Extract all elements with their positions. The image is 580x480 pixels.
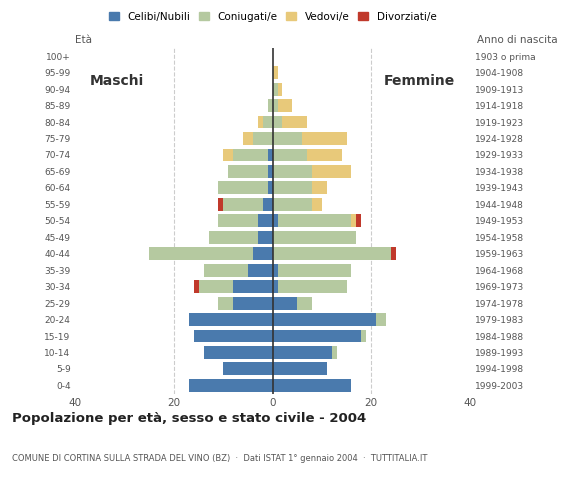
Bar: [278, 280, 347, 293]
Bar: [273, 215, 278, 227]
Bar: [194, 280, 198, 293]
Bar: [233, 297, 273, 310]
Bar: [278, 99, 292, 112]
Bar: [273, 247, 391, 260]
Bar: [218, 215, 258, 227]
Bar: [312, 198, 322, 211]
Bar: [273, 379, 351, 392]
Bar: [273, 116, 282, 129]
Bar: [243, 132, 253, 145]
Bar: [297, 297, 312, 310]
Text: Femmine: Femmine: [384, 74, 455, 88]
Bar: [204, 346, 273, 359]
Bar: [356, 215, 361, 227]
Bar: [332, 346, 336, 359]
Bar: [253, 132, 273, 145]
Bar: [273, 165, 312, 178]
Legend: Celibi/Nubili, Coniugati/e, Vedovi/e, Divorziati/e: Celibi/Nubili, Coniugati/e, Vedovi/e, Di…: [105, 8, 440, 26]
Bar: [223, 148, 233, 161]
Text: Popolazione per età, sesso e stato civile - 2004: Popolazione per età, sesso e stato civil…: [12, 412, 366, 425]
Bar: [194, 330, 273, 342]
Bar: [268, 165, 273, 178]
Bar: [273, 83, 278, 96]
Bar: [273, 99, 278, 112]
Bar: [209, 231, 258, 244]
Bar: [361, 330, 367, 342]
Bar: [273, 148, 307, 161]
Text: Anno di nascita: Anno di nascita: [477, 35, 558, 45]
Bar: [273, 362, 327, 375]
Bar: [273, 330, 361, 342]
Bar: [198, 280, 233, 293]
Bar: [351, 215, 356, 227]
Bar: [229, 165, 268, 178]
Bar: [273, 231, 356, 244]
Bar: [189, 379, 273, 392]
Bar: [273, 198, 312, 211]
Bar: [273, 132, 302, 145]
Bar: [258, 231, 273, 244]
Bar: [278, 264, 351, 276]
Bar: [189, 313, 273, 326]
Bar: [273, 346, 332, 359]
Bar: [278, 83, 282, 96]
Bar: [219, 297, 233, 310]
Bar: [223, 198, 263, 211]
Bar: [263, 198, 273, 211]
Bar: [253, 247, 273, 260]
Bar: [302, 132, 347, 145]
Bar: [258, 116, 263, 129]
Bar: [273, 264, 278, 276]
Bar: [273, 280, 278, 293]
Text: COMUNE DI CORTINA SULLA STRADA DEL VINO (BZ)  ·  Dati ISTAT 1° gennaio 2004  ·  : COMUNE DI CORTINA SULLA STRADA DEL VINO …: [12, 454, 427, 463]
Bar: [273, 181, 312, 194]
Bar: [233, 148, 268, 161]
Bar: [204, 264, 248, 276]
Bar: [391, 247, 396, 260]
Bar: [312, 165, 351, 178]
Bar: [282, 116, 307, 129]
Bar: [307, 148, 342, 161]
Bar: [312, 181, 327, 194]
Bar: [233, 280, 273, 293]
Bar: [273, 297, 297, 310]
Bar: [376, 313, 386, 326]
Text: Maschi: Maschi: [90, 74, 144, 88]
Bar: [268, 99, 273, 112]
Text: Età: Età: [75, 35, 92, 45]
Bar: [273, 313, 376, 326]
Bar: [223, 362, 273, 375]
Bar: [258, 215, 273, 227]
Bar: [218, 181, 268, 194]
Bar: [268, 148, 273, 161]
Bar: [263, 116, 273, 129]
Bar: [248, 264, 273, 276]
Bar: [218, 198, 223, 211]
Bar: [150, 247, 253, 260]
Bar: [278, 215, 351, 227]
Bar: [268, 181, 273, 194]
Bar: [273, 66, 278, 79]
